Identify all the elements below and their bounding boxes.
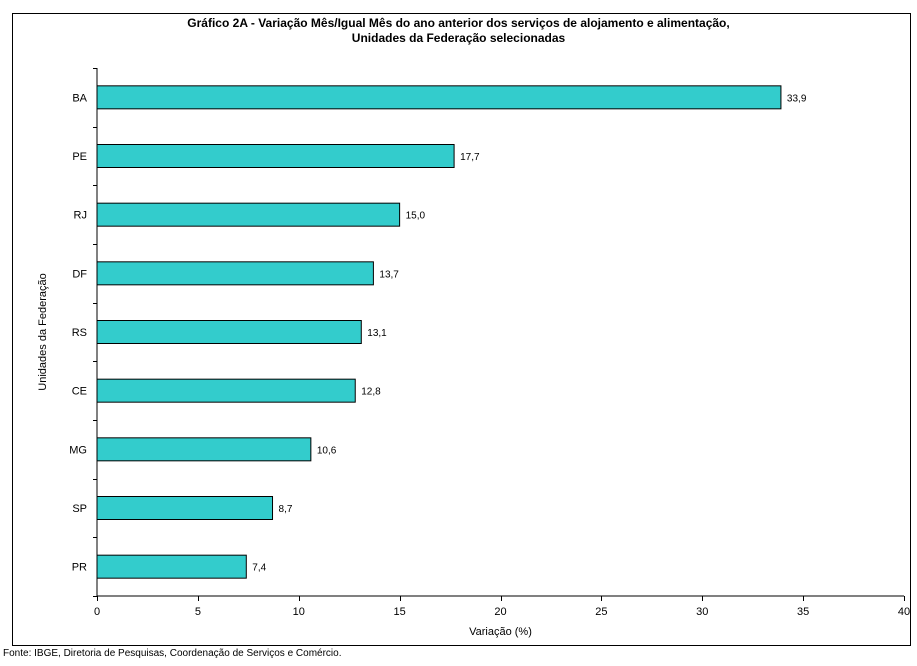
category-label-rs: RS — [72, 327, 87, 339]
value-label-df: 13,7 — [379, 269, 399, 280]
x-axis-title: Variação (%) — [469, 626, 532, 638]
category-label-df: DF — [72, 268, 87, 280]
x-tick-label: 35 — [797, 606, 809, 618]
x-tick-label: 10 — [293, 606, 305, 618]
bar-sp — [96, 496, 274, 520]
value-label-mg: 10,6 — [317, 445, 337, 456]
value-label-rs: 13,1 — [367, 328, 387, 339]
category-label-sp: SP — [72, 503, 87, 515]
chart-title-line-1: Gráfico 2A - Variação Mês/Igual Mês do a… — [187, 16, 730, 30]
bar-pr — [96, 554, 247, 579]
x-tick-label: 40 — [898, 606, 910, 618]
bar-df — [96, 261, 374, 286]
category-label-ba: BA — [72, 92, 87, 104]
source-note: Fonte: IBGE, Diretoria de Pesquisas, Coo… — [3, 648, 342, 659]
x-tick-label: 15 — [394, 606, 406, 618]
category-label-ce: CE — [72, 386, 87, 398]
chart-title-line-2: Unidades da Federação selecionadas — [351, 31, 566, 45]
category-label-pe: PE — [72, 151, 87, 163]
value-label-ce: 12,8 — [361, 387, 381, 398]
y-axis-title: Unidades da Federação — [37, 273, 49, 390]
category-label-mg: MG — [69, 444, 87, 456]
value-label-sp: 8,7 — [279, 504, 293, 515]
value-label-ba: 33,9 — [787, 93, 807, 104]
x-tick-label: 0 — [94, 606, 100, 618]
x-tick-label: 5 — [195, 606, 201, 618]
bar-rs — [96, 320, 362, 344]
bar-rj — [96, 202, 401, 227]
bar-ba — [96, 85, 782, 110]
bar-ce — [96, 378, 356, 403]
category-label-rj: RJ — [74, 210, 87, 222]
category-label-pr: PR — [72, 562, 87, 574]
chart-title: Gráfico 2A - Variação Mês/Igual Mês do a… — [0, 16, 917, 46]
x-tick-label: 30 — [696, 606, 708, 618]
x-tick-label: 20 — [494, 606, 506, 618]
value-label-pe: 17,7 — [460, 152, 480, 163]
bar-mg — [96, 437, 312, 462]
bar-pe — [96, 144, 455, 168]
value-label-rj: 15,0 — [406, 211, 426, 222]
x-tick-label: 25 — [595, 606, 607, 618]
value-label-pr: 7,4 — [252, 563, 266, 574]
